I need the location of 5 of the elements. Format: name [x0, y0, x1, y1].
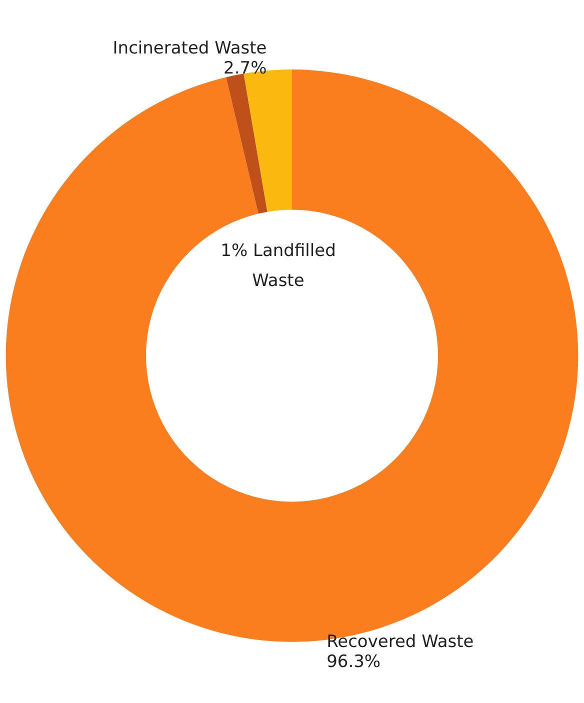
slice-label: Incinerated Waste: [112, 38, 267, 59]
data-label: 2.7%: [224, 58, 267, 79]
slice-label: 1% Landfilled Waste: [220, 241, 336, 292]
slice-label: Recovered Waste: [326, 632, 474, 652]
data-label: 96.3%: [326, 652, 381, 672]
